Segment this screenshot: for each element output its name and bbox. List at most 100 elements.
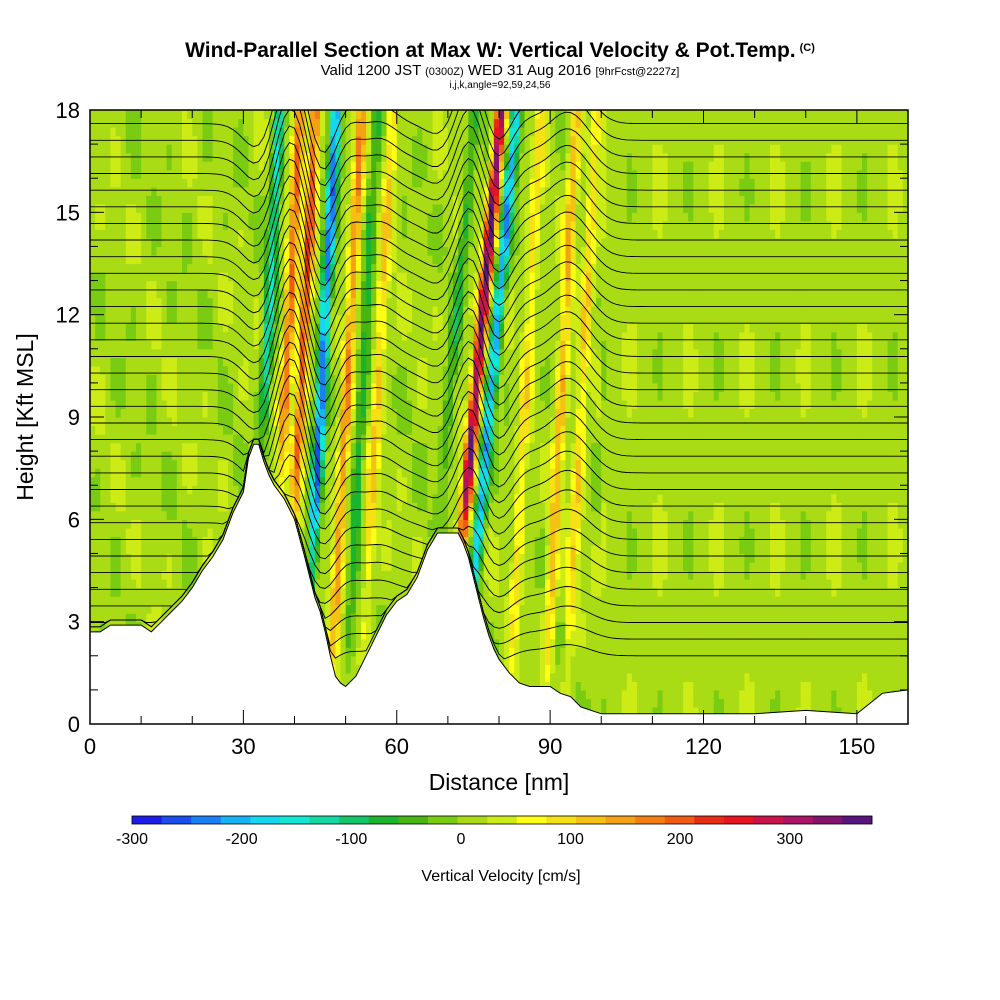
velocity-cell [115, 144, 122, 154]
velocity-cell [248, 442, 255, 452]
velocity-cell [136, 451, 142, 461]
velocity-cell [156, 493, 163, 503]
velocity-cell [335, 340, 342, 350]
velocity-cell [207, 451, 214, 461]
velocity-cell [268, 220, 275, 230]
velocity-cell [391, 434, 398, 444]
velocity-cell [197, 254, 204, 265]
velocity-cell [396, 323, 403, 333]
velocity-cell [279, 425, 285, 435]
velocity-cell [366, 144, 372, 154]
velocity-cell [309, 161, 316, 171]
velocity-cell [182, 459, 188, 469]
velocity-cell [176, 220, 183, 230]
velocity-cell [212, 442, 219, 452]
velocity-cell [314, 536, 321, 546]
velocity-cell [401, 417, 408, 427]
velocity-cell [156, 297, 163, 307]
velocity-cell [217, 451, 224, 461]
velocity-cell [360, 186, 367, 196]
velocity-cell [161, 229, 168, 239]
velocity-cell [314, 289, 321, 299]
velocity-cell [350, 186, 357, 196]
velocity-cell [422, 527, 429, 537]
velocity-cell [412, 195, 418, 205]
velocity-cell [228, 365, 234, 375]
velocity-cell [417, 127, 423, 137]
velocity-cell [130, 297, 137, 307]
velocity-cell [176, 331, 183, 341]
velocity-cell [146, 502, 152, 512]
velocity-cell [350, 374, 357, 384]
velocity-cell [325, 212, 331, 222]
velocity-cell [381, 161, 388, 171]
velocity-cell [422, 485, 429, 495]
velocity-cell [355, 195, 362, 205]
velocity-cell [130, 127, 137, 137]
velocity-cell [320, 382, 326, 393]
velocity-cell [253, 425, 260, 435]
velocity-cell [156, 331, 163, 341]
velocity-cell [90, 596, 96, 606]
velocity-cell [314, 280, 321, 290]
velocity-cell [176, 434, 183, 444]
velocity-cell [222, 391, 229, 401]
velocity-cell [360, 527, 367, 537]
velocity-cell [350, 561, 357, 572]
velocity-cell [279, 374, 285, 384]
velocity-cell [161, 186, 168, 196]
velocity-cell [274, 374, 280, 384]
velocity-cell [105, 203, 112, 213]
velocity-cell [130, 527, 137, 537]
velocity-cell [161, 306, 168, 316]
velocity-cell [274, 144, 280, 154]
velocity-cell [115, 434, 122, 444]
velocity-cell [228, 220, 234, 230]
velocity-cell [253, 135, 260, 145]
velocity-cell [141, 254, 147, 265]
velocity-cell [238, 425, 244, 435]
velocity-cell [192, 331, 198, 341]
velocity-cell [95, 451, 101, 461]
velocity-cell [330, 451, 336, 461]
velocity-cell [320, 331, 326, 341]
velocity-cell [345, 212, 352, 222]
velocity-cell [294, 408, 301, 418]
velocity-cell [355, 647, 362, 657]
velocity-cell [253, 306, 260, 316]
velocity-cell [406, 178, 413, 188]
velocity-cell [376, 229, 383, 239]
velocity-cell [212, 391, 219, 401]
velocity-cell [100, 237, 106, 248]
velocity-cell [176, 579, 183, 589]
velocity-cell [304, 502, 311, 512]
velocity-cell [412, 459, 418, 469]
velocity-cell [366, 237, 372, 248]
velocity-cell [304, 442, 311, 452]
velocity-cell [171, 382, 178, 393]
velocity-cell [207, 493, 214, 503]
velocity-cell [141, 306, 147, 316]
velocity-cell [217, 331, 224, 341]
velocity-cell [182, 169, 188, 179]
velocity-cell [110, 587, 117, 597]
velocity-cell [197, 399, 204, 410]
velocity-cell [120, 527, 127, 537]
velocity-cell [376, 374, 383, 384]
velocity-cell [125, 118, 132, 128]
velocity-cell [171, 203, 178, 213]
velocity-cell [294, 135, 301, 145]
velocity-cell [120, 570, 127, 580]
velocity-cell [238, 203, 244, 213]
velocity-cell [105, 297, 112, 307]
velocity-cell [243, 254, 250, 265]
velocity-cell [371, 527, 377, 537]
velocity-cell [110, 570, 117, 580]
velocity-cell [166, 195, 173, 205]
velocity-cell [366, 587, 372, 597]
velocity-cell [192, 186, 198, 196]
velocity-cell [427, 331, 434, 341]
velocity-cell [90, 331, 96, 341]
velocity-cell [325, 135, 331, 145]
velocity-cell [120, 186, 127, 196]
